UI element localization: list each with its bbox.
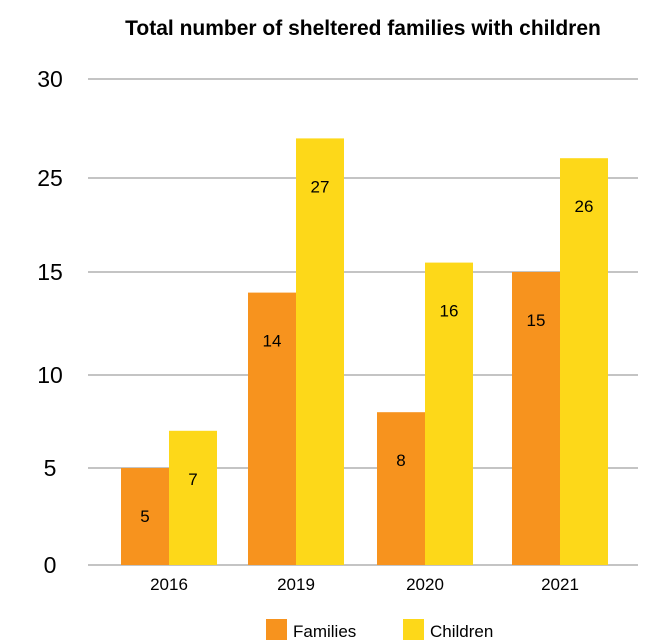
chart-title: Total number of sheltered families with …	[125, 17, 601, 40]
x-tick-label: 2021	[541, 575, 579, 594]
legend-label-children: Children	[430, 622, 493, 641]
bar-families-2020	[377, 412, 425, 565]
legend-swatch-families	[266, 619, 287, 640]
data-label: 7	[188, 470, 197, 489]
bar-families-2016	[121, 468, 169, 565]
y-axis-ticks: 0 5 10 15 25 30	[37, 66, 63, 578]
data-label: 16	[440, 302, 459, 321]
bar-children-2016	[169, 430, 217, 565]
data-labels: 5 7 14 27 8 16 15 26	[140, 177, 593, 526]
x-tick-label: 2020	[406, 575, 444, 594]
bar-children-2019	[296, 138, 344, 565]
x-tick-label: 2016	[150, 575, 188, 594]
y-tick-label: 5	[44, 455, 57, 481]
bars	[121, 138, 608, 565]
y-tick-label: 30	[37, 66, 63, 92]
legend-swatch-children	[403, 619, 424, 640]
y-tick-label: 10	[37, 362, 63, 388]
data-label: 15	[527, 311, 546, 330]
y-tick-label: 0	[44, 552, 57, 578]
y-tick-label: 15	[37, 259, 63, 285]
bar-families-2021	[512, 272, 560, 565]
legend: Families Children	[266, 619, 493, 641]
data-label: 27	[311, 177, 330, 196]
data-label: 14	[263, 332, 282, 351]
bar-families-2019	[248, 292, 296, 565]
data-label: 8	[396, 451, 405, 470]
x-axis-ticks: 2016 2019 2020 2021	[150, 575, 579, 594]
bar-children-2021	[560, 158, 608, 565]
legend-label-families: Families	[293, 622, 356, 641]
data-label: 26	[575, 197, 594, 216]
x-tick-label: 2019	[277, 575, 315, 594]
data-label: 5	[140, 507, 149, 526]
y-tick-label: 25	[37, 165, 63, 191]
bar-children-2020	[425, 262, 473, 565]
